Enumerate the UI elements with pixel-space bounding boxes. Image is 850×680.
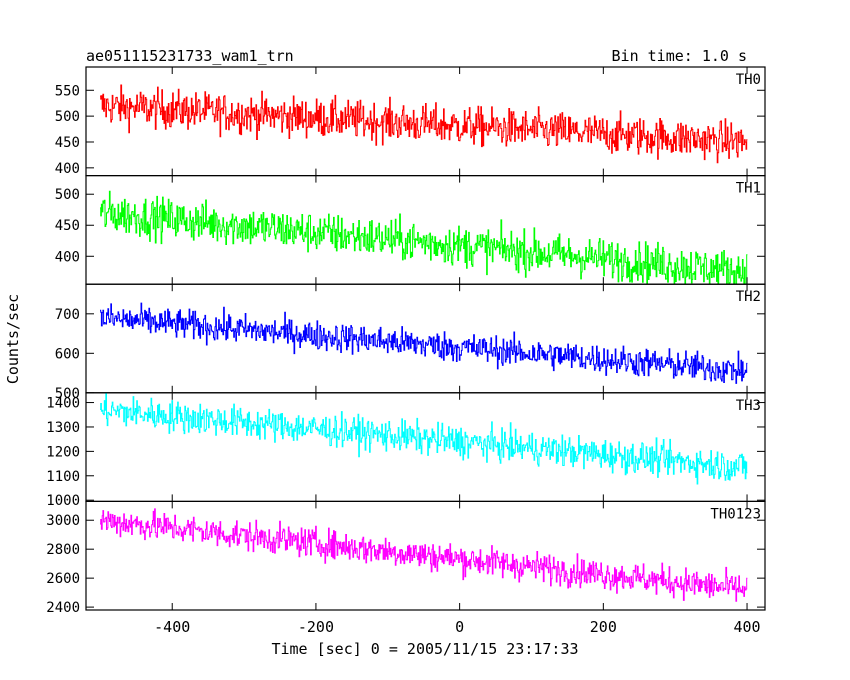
- y-tick-label: 450: [55, 218, 80, 234]
- y-tick-label: 1200: [46, 444, 80, 460]
- y-tick-label: 600: [55, 346, 80, 362]
- y-tick-label: 2800: [46, 542, 80, 558]
- panel-label: TH0: [736, 72, 761, 88]
- series-line-th2: [100, 302, 748, 384]
- bin-time-label: Bin time: 1.0 s: [612, 47, 747, 65]
- y-tick-label: 500: [55, 187, 80, 203]
- panels-group: 400 450 500 550 TH0 400 450 500 TH1 500 600 700 TH2 1…: [46, 66, 766, 616]
- y-tick-label: 400: [55, 161, 80, 177]
- y-tick-label: 3000: [46, 513, 80, 529]
- x-axis-label: Time [sec] 0 = 2005/11/15 23:17:33: [271, 640, 578, 658]
- y-tick-label: 450: [55, 135, 80, 151]
- x-tick-label: -400: [154, 618, 190, 636]
- y-axis-label: Counts/sec: [4, 294, 22, 384]
- y-tick-label: 500: [55, 386, 80, 402]
- y-tick-label: 1300: [46, 420, 80, 436]
- y-tick-label: 500: [55, 109, 80, 125]
- series-line-th0123: [100, 508, 748, 602]
- y-tick-label: 2400: [46, 600, 80, 616]
- y-tick-label: 1400: [46, 396, 80, 412]
- y-tick-label: 400: [55, 249, 80, 265]
- series-line-th3: [100, 392, 748, 485]
- x-tick-label: 0: [455, 618, 464, 636]
- y-tick-label: 2600: [46, 571, 80, 587]
- panel-label: TH0123: [710, 506, 761, 522]
- panel-label: TH3: [736, 398, 761, 414]
- series-line-th1: [100, 190, 748, 285]
- panel-th0: 400 450 500 550 TH0: [55, 66, 766, 177]
- panel-label: TH2: [736, 289, 761, 305]
- panel-th3: 1000 1100 1200 1300 1400 TH3: [46, 392, 766, 509]
- x-tick-label: 200: [590, 618, 617, 636]
- x-tick-label: -200: [298, 618, 334, 636]
- series-line-th0: [100, 84, 748, 164]
- panel-label: TH1: [736, 181, 761, 197]
- panel-frame: [85, 500, 766, 611]
- y-tick-label: 1100: [46, 469, 80, 485]
- panel-th2: 500 600 700 TH2: [55, 283, 766, 402]
- y-tick-label: 1000: [46, 493, 80, 509]
- y-tick-label: 700: [55, 307, 80, 323]
- panel-th1: 400 450 500 TH1: [55, 175, 766, 285]
- panel-frame: [85, 175, 766, 285]
- chart-title: ae051115231733_wam1_trn: [86, 47, 294, 65]
- panel-frame: [85, 283, 766, 394]
- panel-th0123: 2400 2600 2800 3000 TH0123: [46, 500, 766, 616]
- x-tick-label: 400: [733, 618, 760, 636]
- y-tick-label: 550: [55, 83, 80, 99]
- x-axis: -400 -200 0 200 400: [154, 618, 760, 636]
